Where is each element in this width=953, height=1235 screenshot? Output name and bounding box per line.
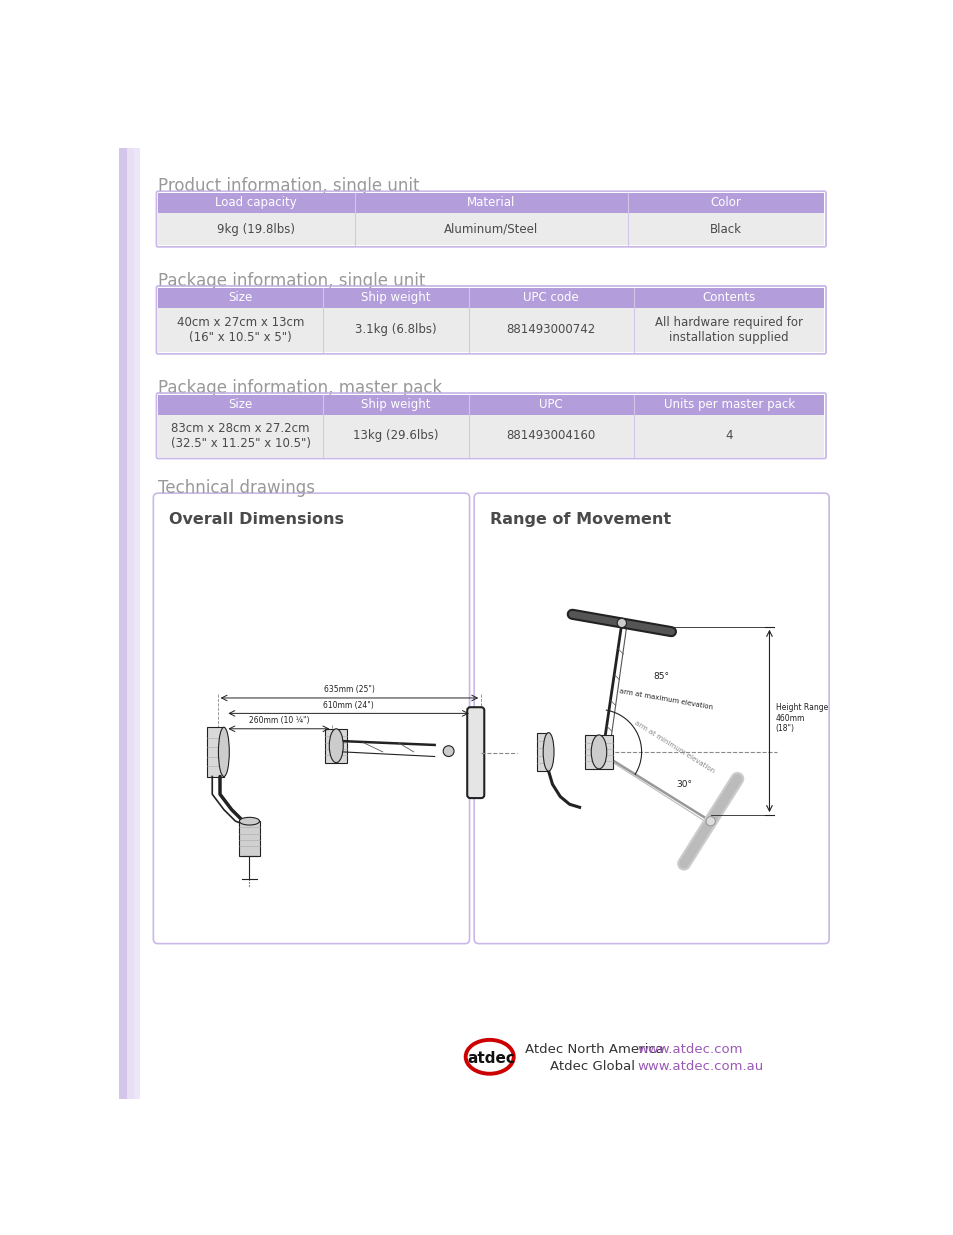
Bar [158,415,823,457]
Circle shape [443,746,454,757]
Text: UPC code: UPC code [523,291,578,304]
Bar [537,732,548,771]
FancyBboxPatch shape [474,493,828,944]
Bar [158,288,823,308]
Bar [133,148,140,1099]
Text: Overall Dimensions: Overall Dimensions [169,511,343,526]
Text: 30°: 30° [676,779,692,788]
FancyBboxPatch shape [156,393,825,458]
Text: Ship weight: Ship weight [361,398,430,411]
Bar [158,212,823,246]
Text: 85°: 85° [653,672,668,680]
Bar [158,395,823,415]
Text: Contents: Contents [701,291,755,304]
Text: Size: Size [229,398,253,411]
Text: 881493000742: 881493000742 [506,324,596,336]
Text: 83cm x 28cm x 27.2cm
(32.5" x 11.25" x 10.5"): 83cm x 28cm x 27.2cm (32.5" x 11.25" x 1… [171,422,311,450]
Text: UPC: UPC [538,398,562,411]
Text: arm at maximum elevation: arm at maximum elevation [618,688,712,710]
Text: Height Range
460mm
(18"): Height Range 460mm (18") [775,704,827,734]
Text: 9kg (19.8lbs): 9kg (19.8lbs) [217,222,295,236]
Ellipse shape [591,735,606,769]
Text: Color: Color [710,196,740,210]
Text: www.atdec.com.au: www.atdec.com.au [637,1061,763,1073]
Text: 881493004160: 881493004160 [506,430,596,442]
FancyBboxPatch shape [156,287,825,353]
Ellipse shape [218,727,229,777]
Text: 13kg (29.6lbs): 13kg (29.6lbs) [353,430,438,442]
FancyBboxPatch shape [467,708,484,798]
Text: Package information, master pack: Package information, master pack [158,379,442,398]
Text: Black: Black [709,222,741,236]
Bar [207,727,224,777]
Text: 40cm x 27cm x 13cm
(16" x 10.5" x 5"): 40cm x 27cm x 13cm (16" x 10.5" x 5") [176,316,304,343]
Bar [239,821,259,856]
Ellipse shape [542,732,554,771]
Text: 610mm (24"): 610mm (24") [323,700,374,710]
Text: Product information, single unit: Product information, single unit [158,178,419,195]
Ellipse shape [239,818,259,825]
FancyBboxPatch shape [153,493,469,944]
Ellipse shape [465,1040,513,1073]
Bar [584,735,612,769]
Text: Ship weight: Ship weight [361,291,430,304]
Text: 4: 4 [724,430,732,442]
Bar [127,148,133,1099]
Text: Size: Size [229,291,253,304]
Bar [325,729,347,763]
Text: arm at minimum elevation: arm at minimum elevation [633,720,716,774]
Bar [158,193,823,212]
Text: Aluminum/Steel: Aluminum/Steel [444,222,537,236]
Text: Package information, single unit: Package information, single unit [158,272,425,290]
Ellipse shape [329,729,343,763]
Text: All hardware required for
installation supplied: All hardware required for installation s… [655,316,802,343]
Text: 260mm (10 ¼"): 260mm (10 ¼") [249,716,309,725]
Text: Technical drawings: Technical drawings [158,478,314,496]
Text: Atdec Global: Atdec Global [550,1061,639,1073]
FancyBboxPatch shape [156,191,825,247]
Text: Material: Material [467,196,515,210]
Circle shape [705,816,715,826]
Text: 3.1kg (6.8lbs): 3.1kg (6.8lbs) [355,324,436,336]
Text: www.atdec.com: www.atdec.com [637,1042,742,1056]
Text: Units per master pack: Units per master pack [663,398,794,411]
Circle shape [617,619,626,627]
Text: atdec: atdec [467,1051,515,1066]
Text: Atdec North America: Atdec North America [525,1042,668,1056]
Text: Load capacity: Load capacity [215,196,297,210]
Text: 635mm (25"): 635mm (25") [324,685,375,694]
Text: Range of Movement: Range of Movement [489,511,670,526]
Bar [158,308,823,352]
Bar [119,148,127,1099]
